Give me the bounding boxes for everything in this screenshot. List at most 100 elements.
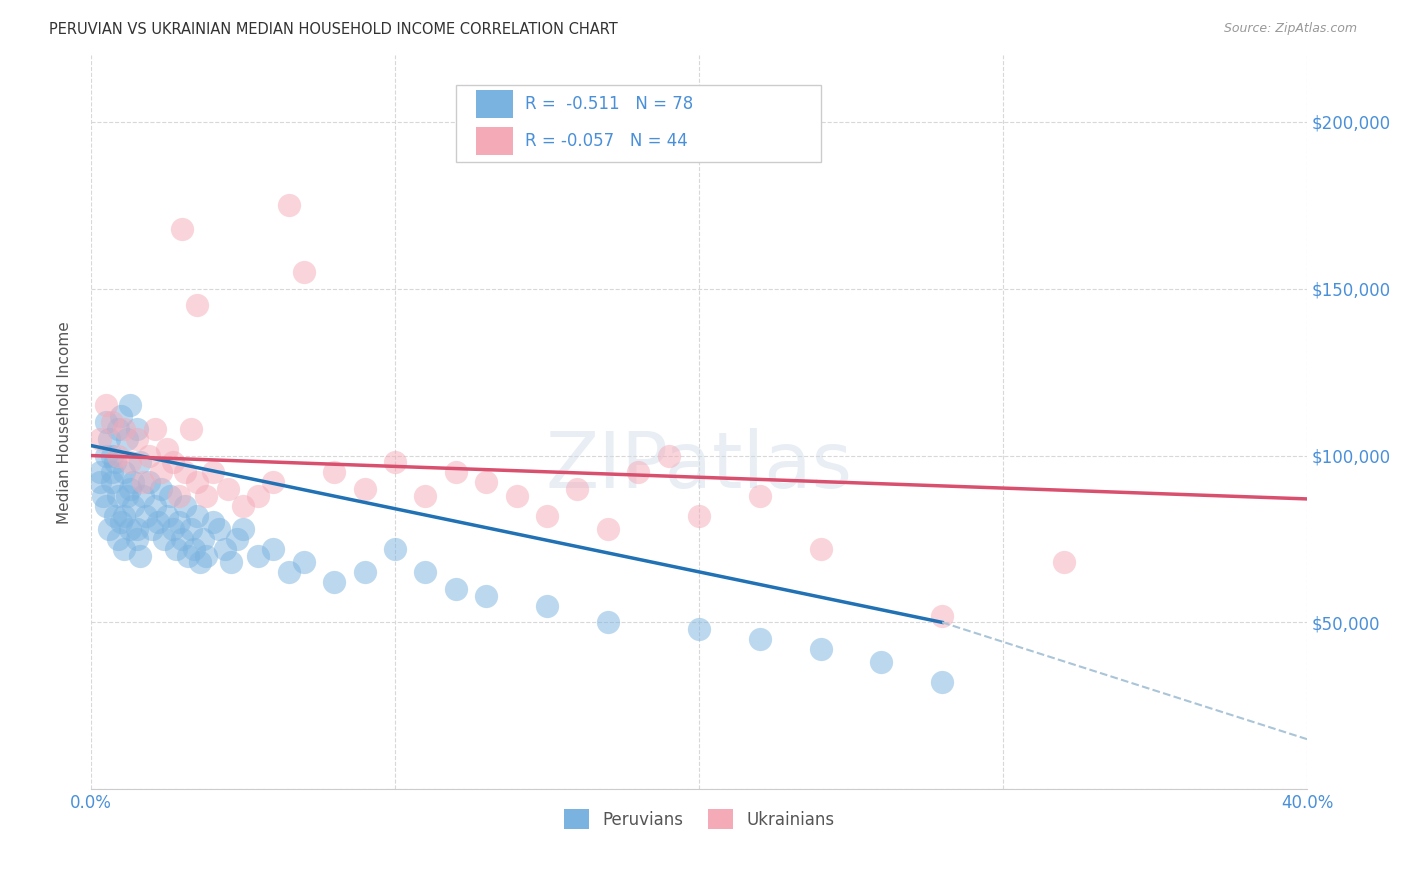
Point [219,555,242,569]
Point [183,541,205,556]
Point [353,566,375,580]
Point [153,532,176,546]
Point [688,508,710,523]
Text: ZIPatlas: ZIPatlas [546,428,852,504]
Point [201,465,224,479]
Point [415,489,437,503]
Point [748,632,770,646]
Point [167,516,190,530]
Point [98,522,121,536]
Point [627,465,650,479]
Point [107,449,129,463]
Point [415,566,437,580]
Point [505,489,527,503]
Point [101,415,124,429]
Point [186,508,208,523]
Point [122,499,145,513]
Point [101,465,124,479]
Point [110,409,132,423]
Point [444,582,467,596]
Point [177,549,200,563]
Point [323,465,346,479]
Point [810,642,832,657]
Point [107,422,129,436]
Point [128,455,150,469]
Point [165,541,187,556]
Point [186,475,208,490]
Point [475,475,498,490]
Point [98,432,121,446]
Point [186,298,208,312]
Point [143,422,166,436]
Point [149,482,172,496]
Point [323,575,346,590]
Point [931,675,953,690]
Point [353,482,375,496]
Point [658,449,681,463]
Point [167,489,190,503]
Point [120,455,142,469]
Point [596,615,619,630]
Point [112,541,135,556]
Point [262,541,284,556]
Point [174,465,197,479]
Point [89,475,111,490]
Point [104,455,127,469]
Point [201,516,224,530]
Point [138,475,160,490]
Point [870,656,893,670]
Point [141,522,163,536]
Point [128,549,150,563]
Point [131,489,153,503]
Point [190,555,212,569]
Point [117,489,139,503]
Point [107,532,129,546]
Point [174,499,197,513]
Point [931,608,953,623]
Point [688,622,710,636]
FancyBboxPatch shape [456,85,821,161]
Point [156,508,179,523]
FancyBboxPatch shape [477,127,513,155]
Point [120,482,142,496]
Y-axis label: Median Household Income: Median Household Income [58,321,72,524]
Point [117,432,139,446]
Point [101,475,124,490]
Point [159,489,181,503]
Point [232,522,254,536]
Point [138,449,160,463]
Point [104,508,127,523]
Point [262,475,284,490]
Point [94,449,117,463]
Point [143,499,166,513]
Point [292,555,315,569]
Point [384,455,406,469]
Point [748,489,770,503]
Point [120,522,142,536]
Point [120,399,142,413]
Point [292,265,315,279]
Point [107,489,129,503]
Point [193,532,215,546]
Point [112,465,135,479]
Point [125,532,148,546]
Point [232,499,254,513]
Point [94,399,117,413]
Point [125,522,148,536]
Point [110,516,132,530]
Point [596,522,619,536]
Point [156,442,179,456]
Point [94,499,117,513]
Point [225,532,247,546]
Point [247,549,270,563]
Point [101,449,124,463]
Point [131,475,153,490]
Point [180,422,202,436]
Point [536,599,558,613]
Point [277,198,299,212]
Point [207,522,229,536]
Point [91,489,114,503]
Point [172,532,194,546]
Point [146,516,169,530]
Point [195,549,218,563]
